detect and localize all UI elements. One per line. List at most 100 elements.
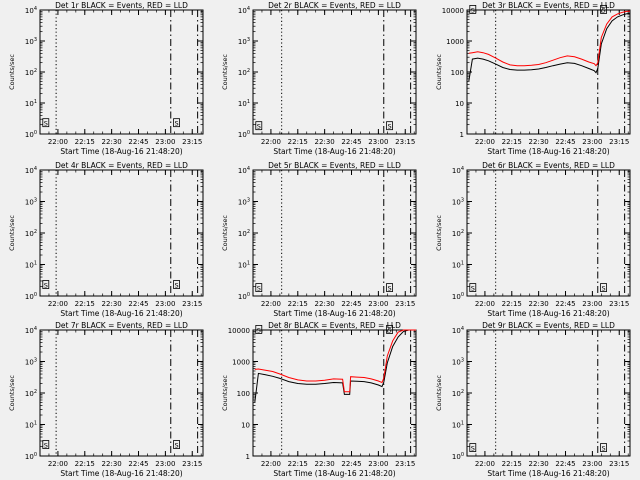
y-axis-label: Counts/sec: [221, 54, 229, 90]
y-tick-label: 102: [452, 229, 464, 238]
annotation-box: [600, 443, 607, 452]
y-axis-label: Counts/sec: [221, 375, 229, 411]
annotation-box: [600, 283, 607, 292]
y-tick-label: 103: [25, 198, 37, 207]
panel-title: Det 9r BLACK = Events, RED = LLD: [482, 321, 615, 330]
y-tick-label: 101: [452, 261, 464, 270]
panel-det2r: Det 2r BLACK = Events, RED = LLD 100 101 10…: [221, 1, 417, 156]
x-axis-label: Start Time (18-Aug-16 21:48:20): [273, 147, 395, 156]
x-tick-label: 22:00: [475, 138, 495, 146]
y-tick-label: 104: [452, 166, 464, 175]
annotation-box: [386, 283, 393, 292]
y-tick-label: 100: [452, 452, 464, 461]
annotation-label: S: [44, 282, 48, 290]
annotation-box: [255, 121, 263, 131]
y-tick-label: 103: [238, 37, 250, 46]
y-axis-label: Counts/sec: [8, 215, 16, 251]
x-tick-label: 22:15: [502, 460, 522, 468]
y-tick-label: 101: [25, 261, 37, 270]
y-tick-label: 100: [452, 292, 464, 301]
plot-frame: [466, 9, 631, 135]
annotation-label: S: [257, 326, 261, 334]
annotation-box: [42, 118, 50, 128]
x-axis-label: Start Time (18-Aug-16 21:48:20): [487, 469, 609, 478]
x-tick-label: 22:15: [75, 138, 95, 146]
y-tick-label: 100: [25, 292, 37, 301]
annotation-label: S: [174, 442, 178, 450]
panel-det9r: Det 9r BLACK = Events, RED = LLD 100 101 10…: [435, 321, 631, 478]
x-tick-label: 23:15: [182, 300, 202, 308]
y-tick-label: 103: [238, 198, 250, 207]
plot-frame: [252, 169, 417, 297]
x-tick-label: 22:15: [75, 300, 95, 308]
x-tick-label: 22:30: [315, 138, 335, 146]
panel-det4r: Det 4r BLACK = Events, RED = LLD 100 101 10…: [8, 161, 204, 318]
annotation-box: [469, 5, 477, 14]
plot-frame: [466, 169, 631, 297]
x-tick-label: 22:30: [529, 138, 549, 146]
x-tick-label: 23:00: [368, 460, 388, 468]
x-tick-label: 23:15: [395, 138, 415, 146]
annotation-label: S: [471, 285, 475, 293]
y-tick-label: 100: [25, 452, 37, 461]
x-tick-label: 23:15: [395, 460, 415, 468]
x-tick-label: 22:15: [502, 138, 522, 146]
plot-frame: [39, 9, 204, 135]
annotation-label: S: [601, 445, 605, 453]
y-tick-label: 101: [452, 421, 464, 430]
panel-det5r: Det 5r BLACK = Events, RED = LLD 100 101 10…: [221, 161, 417, 318]
annotation-box: [42, 440, 50, 449]
x-tick-label: 22:00: [475, 460, 495, 468]
y-tick-label: 100: [451, 69, 464, 77]
y-tick-label: 104: [452, 326, 464, 335]
annotation-label: S: [44, 442, 48, 450]
y-tick-label: 1: [460, 131, 464, 139]
plot-frame: [39, 329, 204, 457]
annotation-box: [255, 283, 263, 292]
y-axis-label: Counts/sec: [8, 375, 16, 411]
annotation-box: [173, 440, 180, 449]
y-tick-label: 104: [25, 326, 37, 335]
x-axis-label: Start Time (18-Aug-16 21:48:20): [60, 469, 182, 478]
panel-title: Det 6r BLACK = Events, RED = LLD: [482, 161, 615, 170]
annotation-box: [469, 443, 477, 452]
y-axis-label: Counts/sec: [8, 54, 16, 90]
x-tick-label: 23:15: [609, 460, 629, 468]
x-tick-label: 22:15: [502, 300, 522, 308]
x-tick-label: 22:00: [48, 460, 68, 468]
y-tick-label: 102: [25, 68, 37, 77]
y-tick-label: 10: [455, 100, 464, 108]
annotation-label: S: [471, 6, 475, 14]
x-tick-label: 22:30: [102, 300, 122, 308]
panel-det1r: Det 1r BLACK = Events, RED = LLD 100 101 10…: [8, 1, 204, 156]
y-tick-label: 102: [25, 389, 37, 398]
x-tick-label: 23:15: [609, 300, 629, 308]
x-tick-label: 23:00: [368, 138, 388, 146]
y-tick-label: 104: [238, 6, 250, 15]
plot-frame: [466, 329, 631, 457]
y-tick-label: 101: [238, 99, 250, 108]
x-tick-label: 22:30: [102, 138, 122, 146]
events-series-line: [254, 329, 416, 403]
x-tick-label: 22:45: [341, 138, 361, 146]
y-tick-label: 10: [241, 422, 250, 430]
x-axis-label: Start Time (18-Aug-16 21:48:20): [273, 309, 395, 318]
y-tick-label: 103: [452, 358, 464, 367]
annotation-label: S: [387, 123, 391, 131]
x-axis-label: Start Time (18-Aug-16 21:48:20): [60, 147, 182, 156]
x-tick-label: 23:00: [582, 460, 602, 468]
x-tick-label: 22:00: [261, 460, 281, 468]
x-tick-label: 22:30: [529, 460, 549, 468]
panel-title: Det 2r BLACK = Events, RED = LLD: [268, 1, 401, 10]
y-tick-label: 103: [25, 358, 37, 367]
y-tick-label: 103: [452, 198, 464, 207]
y-tick-label: 102: [25, 229, 37, 238]
panel-title: Det 7r BLACK = Events, RED = LLD: [55, 321, 188, 330]
x-tick-label: 22:30: [315, 300, 335, 308]
y-axis-label: Counts/sec: [435, 54, 443, 90]
x-tick-label: 23:15: [609, 138, 629, 146]
x-tick-label: 22:45: [555, 138, 575, 146]
y-tick-label: 10000: [442, 7, 464, 15]
x-tick-label: 22:45: [555, 300, 575, 308]
